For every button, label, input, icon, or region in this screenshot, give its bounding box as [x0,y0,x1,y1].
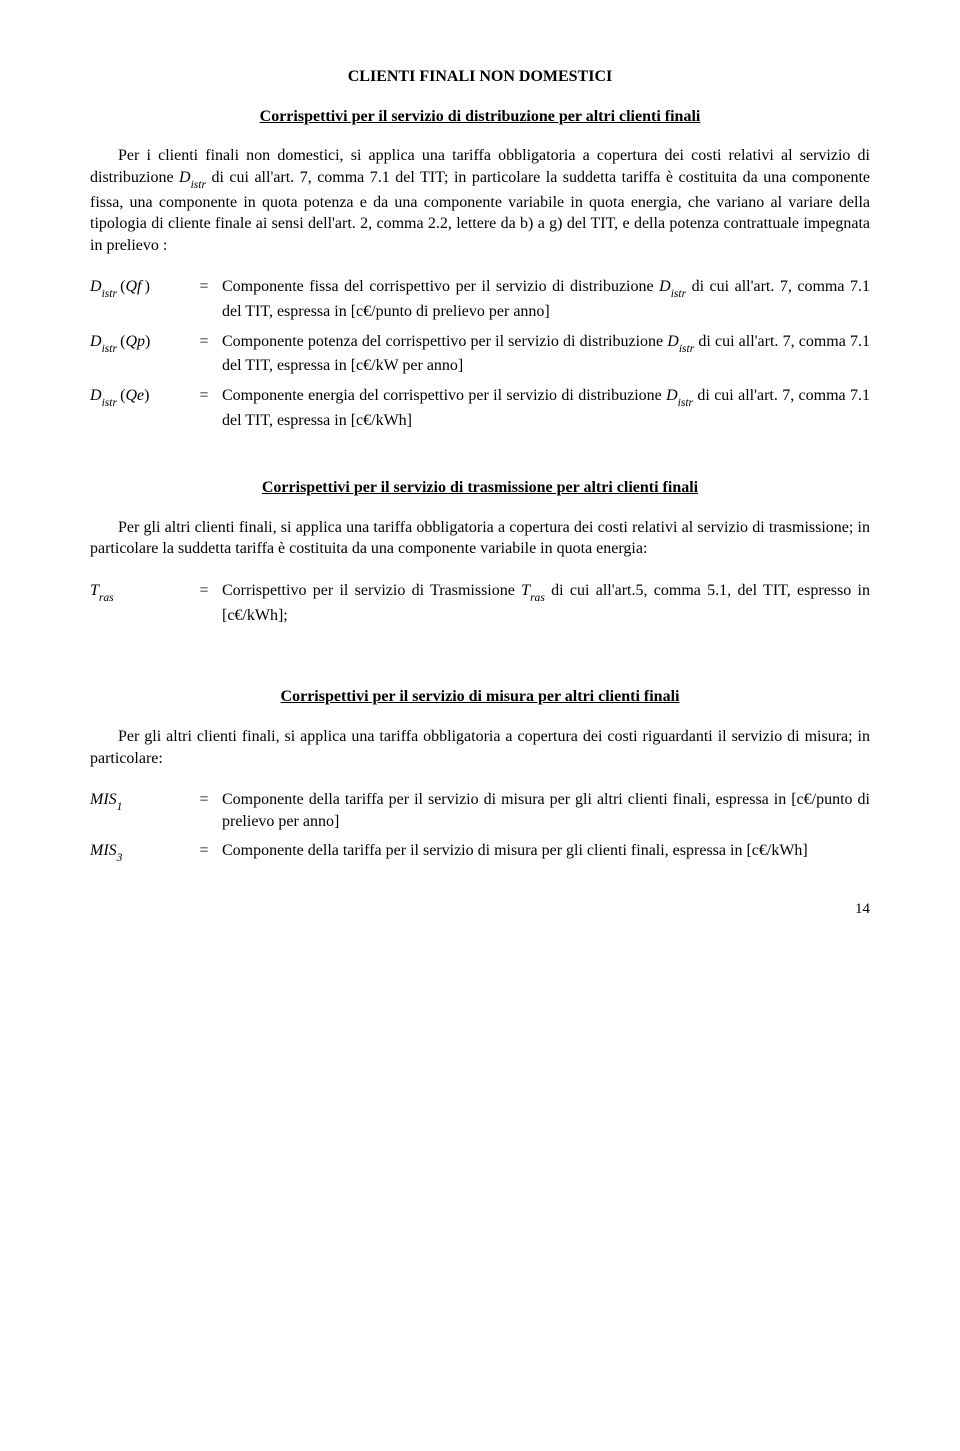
para1-symbol-sub: istr [191,179,206,191]
def-description: Componente energia del corrispettivo per… [222,381,870,435]
sym-sub: ras [99,592,114,604]
def-description: Corrispettivo per il servizio di Trasmis… [222,576,870,630]
def-symbol: Distr (Qe) [90,381,186,435]
desc-a: Componente energia del corrispettivo per… [222,387,666,404]
sym-main: D [90,387,102,404]
sym-sub: 1 [117,801,123,813]
desc-sub: istr [678,397,693,409]
def-row: Tras = Corrispettivo per il servizio di … [90,576,870,630]
def-row: MIS3 = Componente della tariffa per il s… [90,836,870,869]
equals-sign: = [186,836,222,869]
def-description: Componente potenza del corrispettivo per… [222,327,870,381]
para1-symbol-d: D [179,169,191,186]
equals-sign: = [186,272,222,326]
def-description: Componente della tariffa per il servizio… [222,785,870,836]
sym-main: D [90,333,102,350]
desc-a: Corrispettivo per il servizio di Trasmis… [222,582,521,599]
equals-sign: = [186,576,222,630]
sym-main: T [90,582,99,599]
desc-sub: istr [679,343,694,355]
def-symbol: Tras [90,576,186,630]
desc-a: Componente potenza del corrispettivo per… [222,333,667,350]
section3-title: Corrispettivi per il servizio di misura … [90,686,870,708]
def-description: Componente fissa del corrispettivo per i… [222,272,870,326]
section1-paragraph: Per i clienti finali non domestici, si a… [90,145,870,256]
page-title: CLIENTI FINALI NON DOMESTICI [90,66,870,88]
sym-sub: 3 [117,852,123,864]
def-row: Distr (Qp) = Componente potenza del corr… [90,327,870,381]
sym-arg: Qe [125,387,144,404]
sym-main: MIS [90,791,117,808]
section3-definitions: MIS1 = Componente della tariffa per il s… [90,785,870,869]
sym-arg: Qp [125,333,145,350]
def-symbol: MIS1 [90,785,186,836]
def-row: MIS1 = Componente della tariffa per il s… [90,785,870,836]
def-symbol: Distr (Qp) [90,327,186,381]
desc-sym: D [666,387,678,404]
def-description: Componente della tariffa per il servizio… [222,836,870,869]
section1-definitions: Distr (Qf ) = Componente fissa del corri… [90,272,870,435]
desc-sym: T [521,582,530,599]
equals-sign: = [186,785,222,836]
desc-sym: D [667,333,679,350]
desc-sub: istr [671,288,686,300]
section1-title: Corrispettivi per il servizio di distrib… [90,106,870,128]
def-symbol: MIS3 [90,836,186,869]
section2-definitions: Tras = Corrispettivo per il servizio di … [90,576,870,630]
equals-sign: = [186,381,222,435]
sym-main: D [90,278,102,295]
equals-sign: = [186,327,222,381]
sym-sub: istr [102,343,117,355]
section2-title: Corrispettivi per il servizio di trasmis… [90,477,870,499]
para1-text-b: di cui all'art. 7, comma 7.1 del TIT; in… [90,169,870,254]
desc-a: Componente fissa del corrispettivo per i… [222,278,659,295]
def-row: Distr (Qf ) = Componente fissa del corri… [90,272,870,326]
section3-paragraph: Per gli altri clienti finali, si applica… [90,726,870,769]
desc-sub: ras [530,592,545,604]
sym-sub: istr [102,288,117,300]
sym-sub: istr [102,397,117,409]
page-number: 14 [90,899,870,919]
def-symbol: Distr (Qf ) [90,272,186,326]
section2-paragraph: Per gli altri clienti finali, si applica… [90,517,870,560]
sym-main: MIS [90,842,117,859]
sym-arg: Qf [125,278,141,295]
def-row: Distr (Qe) = Componente energia del corr… [90,381,870,435]
desc-sym: D [659,278,671,295]
